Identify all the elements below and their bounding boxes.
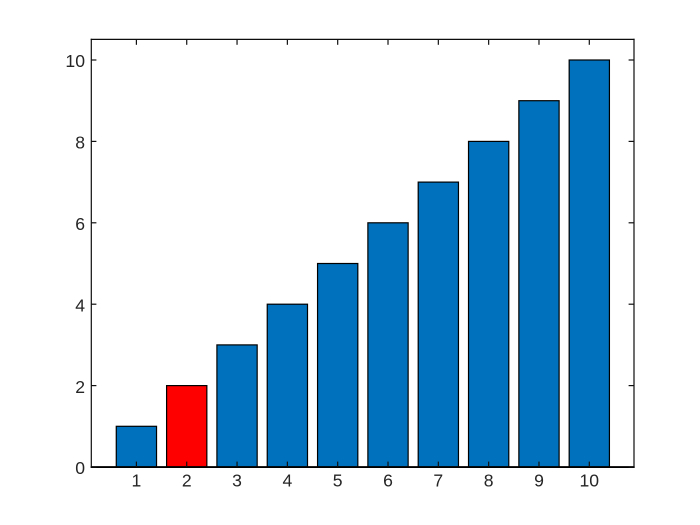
svg-text:2: 2	[182, 471, 192, 491]
svg-text:4: 4	[282, 471, 292, 491]
svg-text:9: 9	[534, 471, 544, 491]
svg-text:4: 4	[75, 295, 85, 315]
svg-text:8: 8	[484, 471, 494, 491]
svg-text:0: 0	[75, 458, 85, 478]
svg-text:6: 6	[383, 471, 393, 491]
svg-text:8: 8	[75, 133, 85, 153]
svg-text:1: 1	[132, 471, 142, 491]
svg-text:5: 5	[333, 471, 343, 491]
svg-text:2: 2	[75, 377, 85, 397]
svg-text:10: 10	[580, 471, 600, 491]
svg-text:3: 3	[232, 471, 242, 491]
svg-text:6: 6	[75, 214, 85, 234]
svg-text:10: 10	[65, 51, 85, 71]
svg-text:7: 7	[433, 471, 443, 491]
